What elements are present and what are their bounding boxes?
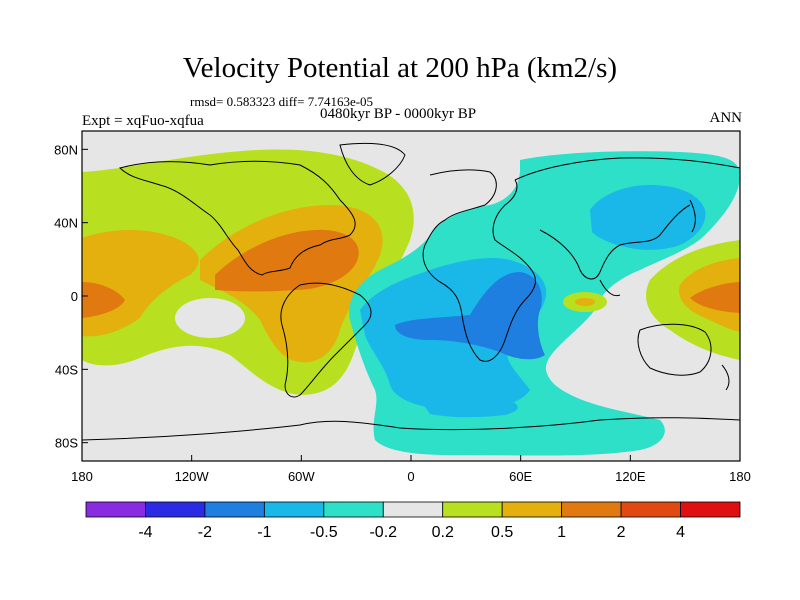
- lon-tick-label: 180: [729, 469, 751, 484]
- lat-tick-label: 0: [71, 289, 78, 304]
- contour-positive-max-west-pacific: [690, 282, 740, 313]
- colorbar-swatch: [204, 501, 265, 518]
- lon-tick-label: 120E: [615, 469, 646, 484]
- contour-negative-cyan-asia: [590, 185, 706, 250]
- coastline-asia: [514, 157, 740, 297]
- colorbar-label: 0.2: [432, 524, 454, 541]
- colorbar-label: 0.5: [491, 524, 513, 541]
- coastline-japan: [689, 199, 696, 233]
- contour-field: [82, 131, 740, 461]
- colorbar-swatch: [323, 501, 384, 518]
- lon-tick-label: 120W: [175, 469, 210, 484]
- lat-tick-label: 40S: [55, 362, 78, 377]
- experiment-label: Expt = xqFuo-xqfua: [82, 113, 204, 129]
- colorbar: -4 -2 -1 -0.5 -0.2 0.2 0.5 1 2 4: [85, 501, 741, 541]
- contour-negative-min-africa: [395, 272, 545, 360]
- colorbar-swatch: [620, 501, 681, 518]
- contour-positive-orange-indonesia: [575, 298, 595, 306]
- map-title: Velocity Potential at 200 hPa (km2/s): [182, 52, 618, 84]
- lat-tick-label: 80N: [54, 142, 78, 157]
- colorbar-swatch: [145, 501, 206, 518]
- colorbar-swatch: [263, 501, 325, 518]
- colorbar-label: -0.2: [369, 524, 397, 541]
- colorbar-label: 4: [676, 524, 685, 541]
- colorbar-swatch: [501, 501, 563, 518]
- coastline-new-zealand: [721, 364, 730, 391]
- colorbar-swatch: [85, 501, 146, 518]
- colorbar-label: -2: [198, 524, 212, 541]
- colorbar-swatch: [680, 501, 741, 518]
- colorbar-label: -0.5: [310, 524, 338, 541]
- coastline-antarctica: [82, 417, 740, 441]
- lat-tick-label: 80S: [55, 436, 78, 451]
- period-label: 0480kyr BP - 0000kyr BP: [320, 106, 477, 122]
- colorbar-swatch: [561, 501, 622, 518]
- lon-tick-label: 60W: [288, 469, 315, 484]
- coastlines: [82, 142, 740, 441]
- coastline-australia: [637, 323, 712, 376]
- coastline-greenland: [339, 142, 406, 186]
- lon-tick-label: 180: [71, 469, 93, 484]
- colorbar-label: 2: [617, 524, 626, 541]
- contour-positive-max-east-pacific: [82, 282, 125, 318]
- colorbar-label: -1: [257, 524, 271, 541]
- colorbar-swatch: [442, 501, 503, 518]
- lon-tick-label: 0: [407, 469, 414, 484]
- season-label: ANN: [709, 110, 743, 126]
- colorbar-label: 1: [557, 524, 566, 541]
- coastline-europe-africa: [422, 169, 536, 362]
- lat-tick-label: 40N: [54, 216, 78, 231]
- contour-negative-cyan-southern: [420, 395, 518, 418]
- colorbar-label: -4: [138, 524, 152, 541]
- axis-ticks: 180 120W 60W 0 60E 120E 180 80N 40N 0 40S 80S: [54, 142, 751, 484]
- contour-neutral-hole-pacific: [175, 298, 245, 338]
- lon-tick-label: 60E: [509, 469, 532, 484]
- contour-positive-max-central-america: [215, 229, 359, 292]
- coastline-north-america: [119, 160, 356, 276]
- colorbar-swatch: [382, 501, 444, 518]
- stats-line: rmsd= 0.583323 diff= 7.74163e-05: [190, 94, 374, 109]
- coastline-south-america: [280, 282, 372, 398]
